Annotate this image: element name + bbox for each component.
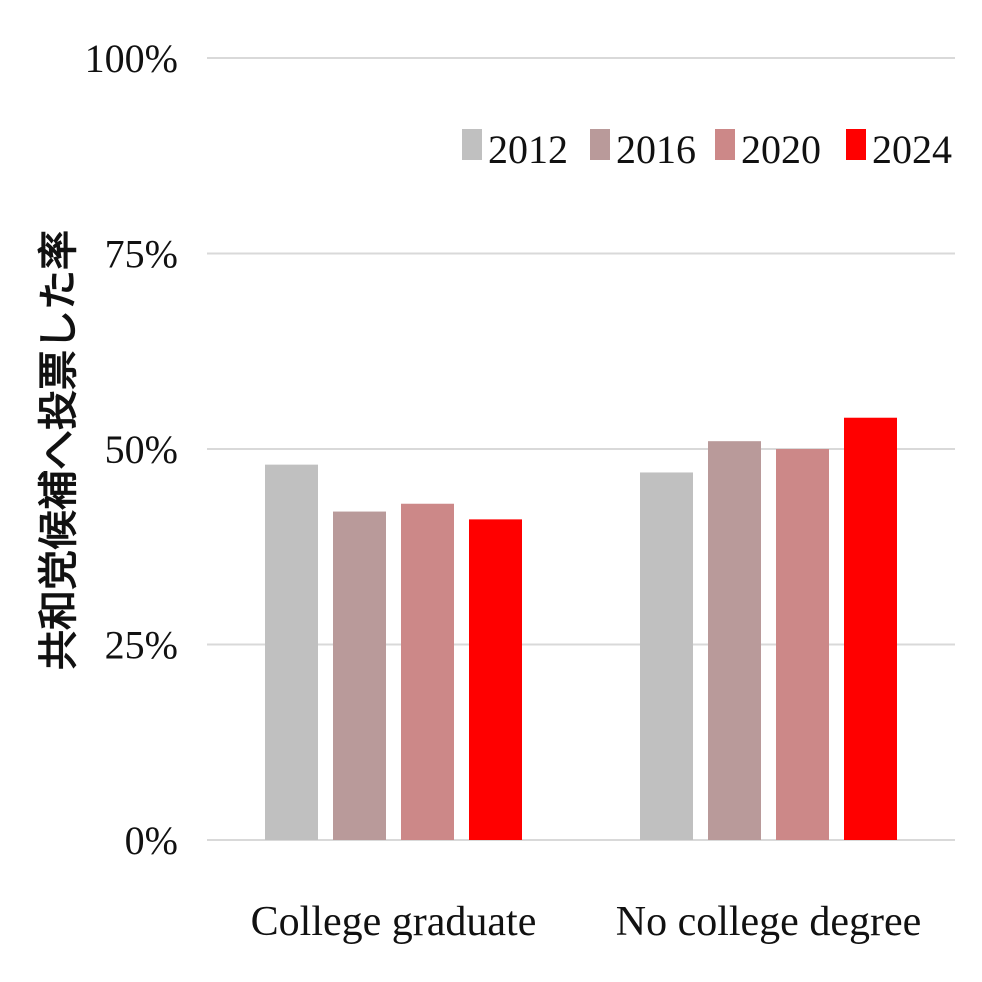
bar-2016-college-graduate [333,511,386,840]
bars [265,417,897,840]
y-axis-ticks: 0% 25% 50% 75% 100% [85,36,178,863]
x-category-label: No college degree [616,899,922,945]
gridlines [207,57,955,841]
bar-2012-college-graduate [265,464,318,840]
legend-swatch-2024 [846,129,866,160]
x-axis-categories: College graduate No college degree [251,899,922,945]
y-tick-label: 50% [105,427,178,472]
x-category-label: College graduate [251,899,537,945]
legend-label-2012: 2012 [488,127,568,172]
bar-2020-college-graduate [401,503,454,840]
y-axis-title: 共和党候補へ投票した率 [35,230,82,670]
bar-2024-no-college-degree [844,417,897,840]
y-tick-label: 25% [105,623,178,668]
legend-label-2024: 2024 [872,127,952,172]
y-tick-label: 0% [125,818,178,863]
legend-swatch-2016 [590,129,610,160]
legend-swatch-2012 [462,129,482,160]
bar-2020-no-college-degree [776,449,829,840]
legend-label-2020: 2020 [741,127,821,172]
bar-2024-college-graduate [469,519,522,840]
y-tick-label: 100% [85,36,178,81]
legend-swatch-2020 [715,129,735,160]
legend: 2012 2016 2020 2024 [462,127,952,172]
legend-label-2016: 2016 [616,127,696,172]
bar-2012-no-college-degree [640,472,693,840]
y-tick-label: 75% [105,232,178,277]
bar-2016-no-college-degree [708,441,761,840]
